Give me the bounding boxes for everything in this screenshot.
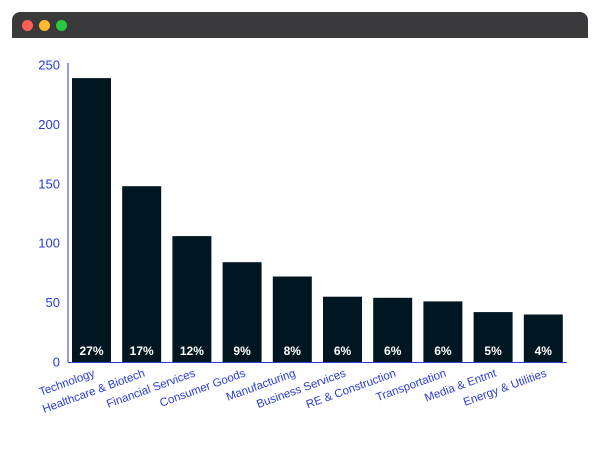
- y-tick-label: 200: [38, 117, 60, 132]
- bar[interactable]: [222, 262, 262, 362]
- bar-data-label: 9%: [233, 344, 251, 358]
- bar-data-label: 27%: [79, 344, 103, 358]
- y-tick-label: 150: [38, 176, 60, 191]
- bar-data-label: 8%: [284, 344, 302, 358]
- bar[interactable]: [72, 78, 111, 362]
- y-tick-label: 0: [53, 355, 60, 370]
- bar-data-label: 6%: [384, 344, 402, 358]
- bar[interactable]: [272, 276, 312, 363]
- y-tick-label: 250: [38, 58, 60, 73]
- bar-data-label: 6%: [434, 344, 452, 358]
- bars-group: 27% 17% 12% 9% 8% 6% 6% 6% 5% 4%: [72, 78, 563, 362]
- window-titlebar: [12, 12, 588, 38]
- bar[interactable]: [323, 296, 362, 362]
- bar[interactable]: [122, 186, 162, 362]
- close-window-button[interactable]: [22, 20, 33, 31]
- bar-data-label: 6%: [334, 344, 352, 358]
- y-axis: 0 50 100 150 200 250: [38, 58, 69, 370]
- bar-data-label: 5%: [484, 344, 502, 358]
- chart-area: 0 50 100 150 200 250 27% 17% 12% 9% 8% 6% 6% 6% 5% 4% …: [12, 38, 588, 452]
- y-tick-label: 100: [38, 236, 60, 251]
- y-tick-label: 50: [46, 295, 60, 310]
- bar[interactable]: [172, 236, 212, 362]
- bar[interactable]: [423, 301, 463, 362]
- minimize-window-button[interactable]: [39, 20, 50, 31]
- bar[interactable]: [473, 312, 513, 362]
- bar-data-label: 4%: [535, 344, 553, 358]
- zoom-window-button[interactable]: [56, 20, 67, 31]
- bar-data-label: 17%: [130, 344, 154, 358]
- bar[interactable]: [523, 314, 563, 363]
- bar[interactable]: [373, 297, 413, 362]
- bar-data-label: 12%: [180, 344, 204, 358]
- app-window: 0 50 100 150 200 250 27% 17% 12% 9% 8% 6% 6% 6% 5% 4% …: [12, 12, 588, 452]
